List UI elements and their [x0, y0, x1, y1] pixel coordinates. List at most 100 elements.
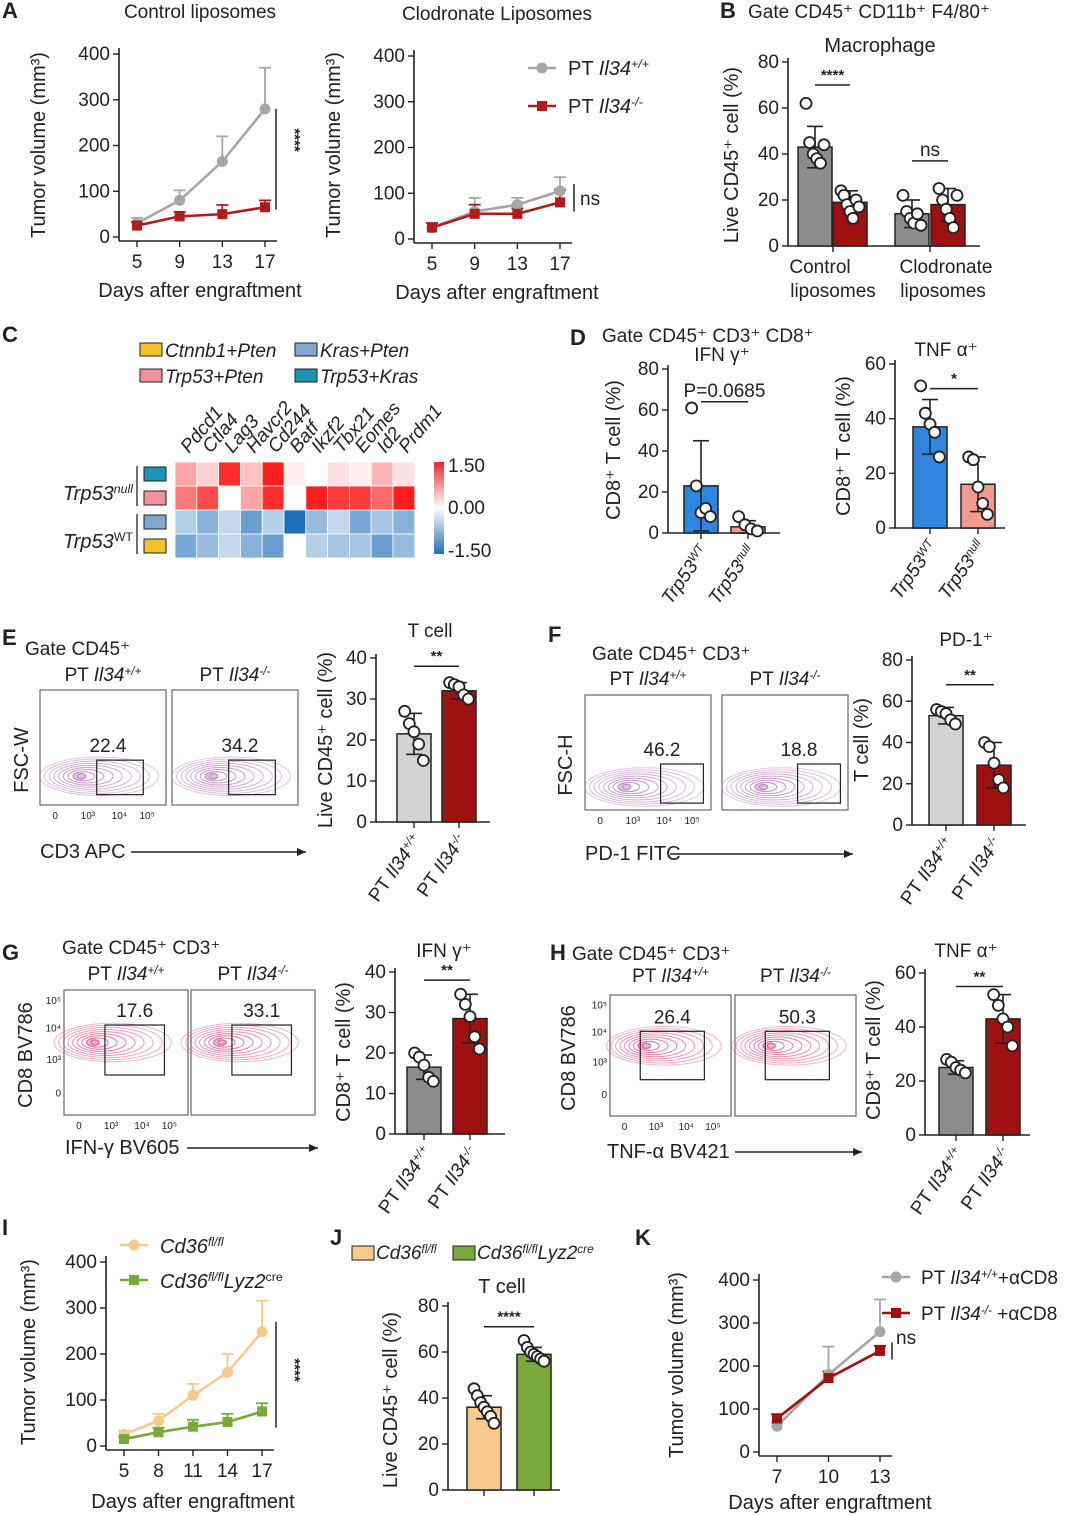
F-flow-contour — [603, 775, 668, 799]
E-bar — [441, 690, 477, 823]
H-flow-contour — [641, 1042, 651, 1049]
c-heatmap-cell — [392, 509, 416, 535]
A1-point — [174, 211, 185, 222]
A2-ylabel: Tumor volume (mm³) — [323, 52, 345, 238]
c-heatmap-cell — [370, 485, 394, 511]
H-significance: ** — [974, 969, 986, 986]
H-flow-title: Gate CD45⁺ CD3⁺ — [572, 944, 730, 965]
sample-prefix: PT — [88, 964, 117, 985]
c-heatmap-cell — [305, 485, 328, 511]
E-flow-contour — [204, 771, 228, 782]
sample-genotype: -/- — [277, 964, 288, 977]
A2-xtick-label: 13 — [507, 254, 528, 275]
D1-ytick-label: 20 — [638, 482, 659, 503]
b-ytick-label: 40 — [758, 144, 779, 165]
F-flow-gate — [659, 763, 705, 804]
H-flow-sample-label: PT Il34-/- — [760, 966, 831, 988]
sample-prefix: PT — [65, 665, 94, 686]
c-heatmap-cell — [327, 485, 350, 511]
sample-gene: Il34 — [789, 966, 820, 987]
j-legend-swatch — [351, 1245, 375, 1261]
D2-ytick-label: 20 — [865, 463, 886, 484]
E-flow-gate-percentage: 34.2 — [222, 736, 259, 757]
H-flow-contour-core — [762, 1041, 777, 1050]
G-flow-gate-percentage: 17.6 — [116, 1001, 153, 1022]
A2-point — [554, 185, 566, 197]
I-xlabel: Days after engraftment — [91, 1491, 295, 1513]
j-legend-entry: Cd36fl/flLyz2cre — [477, 1243, 594, 1265]
K-ytick-label: 200 — [718, 1356, 750, 1377]
F-ytick-label: 40 — [882, 733, 903, 754]
I-point — [257, 1406, 267, 1417]
D2-data-point — [971, 480, 985, 494]
E-category-label: PT Il34+/+ — [364, 830, 426, 905]
c-heatmap-cell — [261, 485, 285, 511]
I-xtick-label: 11 — [183, 1461, 203, 1482]
E-ytick-label: 0 — [356, 812, 367, 833]
A1-xtick-label: 9 — [174, 252, 185, 273]
G-data-point — [417, 1058, 431, 1072]
K-ytick-label: 0 — [739, 1442, 750, 1463]
D2-data-point — [976, 496, 990, 510]
i-legend-entry: Cd36fl/flLyz2cre — [160, 1270, 283, 1293]
d1-subtitle: IFN γ⁺ — [694, 345, 749, 366]
panel-label-a: A — [2, 0, 18, 23]
c-legend-swatch — [294, 368, 318, 383]
panel-label-h: H — [550, 940, 566, 965]
A1-point — [216, 156, 228, 168]
G-data-point — [426, 1074, 440, 1088]
E-flow-gate — [96, 759, 144, 796]
E-flow-contour — [39, 756, 160, 797]
G-flow-ytick-label: 10³ — [47, 1055, 62, 1066]
H-flow-ytick-label: 10⁴ — [592, 1027, 607, 1038]
E-flow-density-contours — [171, 756, 292, 797]
H-flow-xtick-label: 10³ — [649, 1122, 664, 1133]
legend-gene: Il34 — [599, 58, 631, 80]
G-flow-xtick-label: 10⁴ — [134, 1121, 149, 1132]
c-heatmap-cell — [218, 485, 241, 511]
D2-ylabel: CD8⁺ T cell (%) — [833, 376, 855, 516]
legend-prefix: PT — [921, 1268, 950, 1289]
E-flow-contour — [62, 766, 114, 786]
D1-category-label: Trp53null — [704, 541, 760, 608]
D1-significance: P=0.0685 — [684, 381, 766, 402]
D1-category-label: Trp53WT — [657, 541, 713, 608]
A1-ytick-label: 400 — [78, 44, 110, 65]
k-legend-marker — [891, 1308, 901, 1318]
F-flow-contour — [612, 779, 650, 795]
c-group-label: Trp53null — [63, 482, 134, 505]
G-flow-gate — [104, 1024, 166, 1076]
legend-prefix: PT — [568, 58, 599, 80]
c-scale-label: 1.50 — [448, 456, 485, 477]
A1-ytick-label: 0 — [99, 227, 110, 248]
A1-title: Control liposomes — [124, 2, 276, 23]
G-flow-contour — [85, 1037, 109, 1048]
H-ytick-label: 60 — [895, 963, 916, 984]
E-flow-xlabel: CD3 APC — [40, 841, 126, 863]
F-flow-density-contours — [721, 767, 842, 807]
c-heatmap-cell — [196, 533, 220, 559]
E-flow-xtick-label: 10⁴ — [112, 811, 127, 822]
I-ytick-label: 400 — [65, 1252, 97, 1273]
panel-label-d: D — [570, 325, 586, 350]
H-flow-contour-core — [637, 1041, 652, 1050]
G-ytick-label: 10 — [365, 1084, 386, 1105]
A2-point — [469, 208, 480, 219]
D1-ytick-label: 80 — [638, 359, 659, 380]
E-flow-contour — [72, 771, 96, 782]
H-flow-x-arrowhead — [853, 1148, 862, 1156]
legend-extra: Lyz2 — [537, 1243, 577, 1264]
G-data-point — [472, 1042, 486, 1056]
A1-ytick-label: 200 — [78, 136, 110, 157]
group-genotype: WT — [114, 530, 134, 544]
c-heatmap-cell — [327, 533, 350, 559]
K-ytick-label: 400 — [718, 1270, 750, 1291]
H-flow-contour — [744, 1032, 821, 1060]
D1-ytick-label: 40 — [638, 441, 659, 462]
A2-point — [511, 199, 523, 211]
b-data-point — [896, 188, 910, 202]
c-heatmap-cell — [283, 533, 307, 559]
c-column-label: Prdm1 — [395, 401, 447, 457]
c-row-annotation — [143, 490, 167, 506]
panel-label-c: C — [2, 322, 18, 347]
